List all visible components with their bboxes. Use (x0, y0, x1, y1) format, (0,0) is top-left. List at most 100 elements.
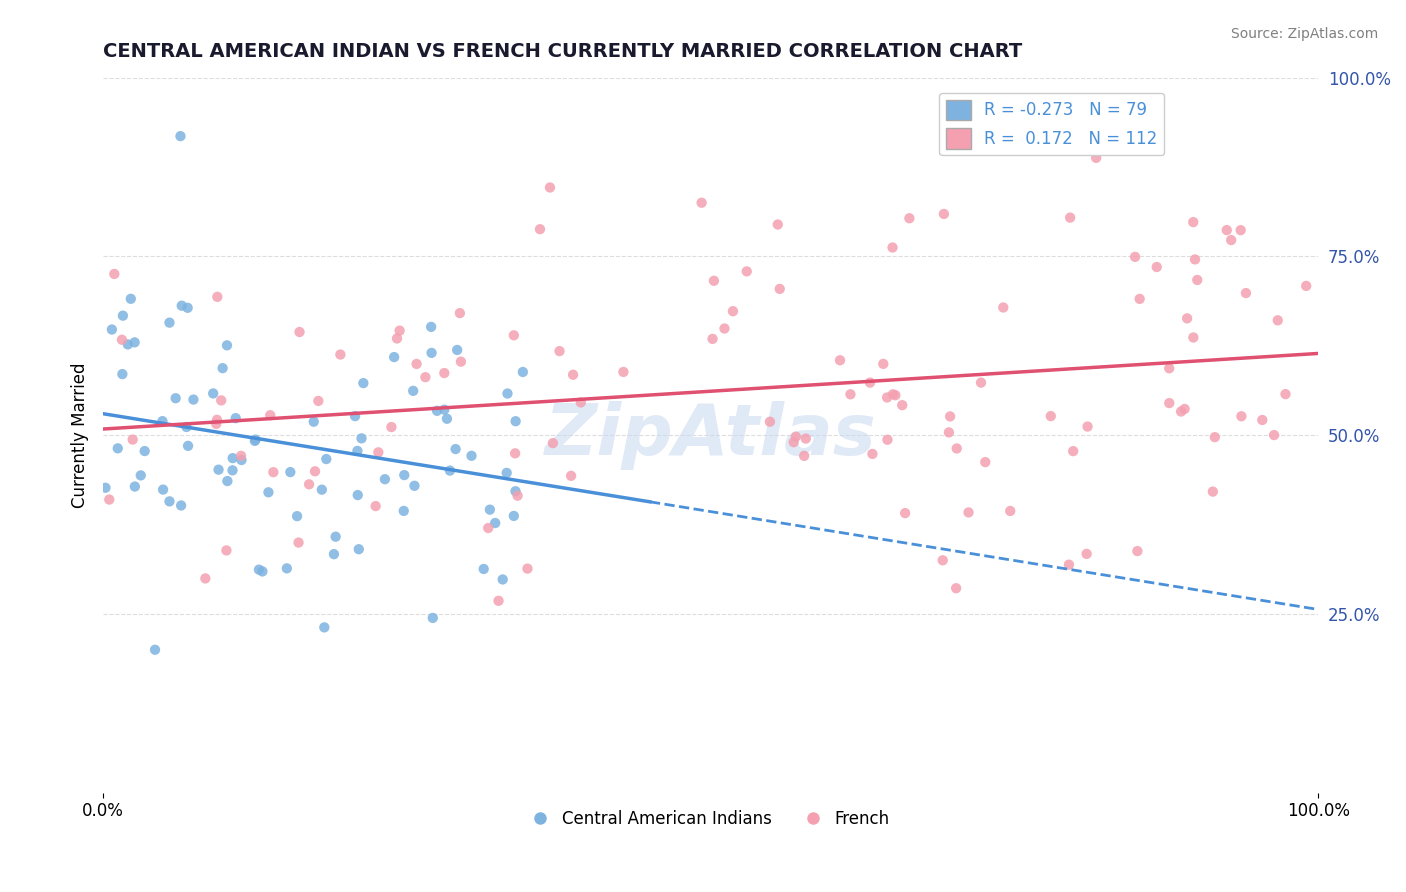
Central American Indians (347, 542, 370, 557)
Central American Indians (243, 434, 266, 448)
French (1062, 444, 1084, 458)
Central American Indians (217, 474, 239, 488)
French (1174, 401, 1197, 416)
French (957, 505, 980, 519)
French (1146, 260, 1168, 274)
French (538, 180, 561, 194)
French (329, 347, 352, 361)
French (488, 594, 510, 608)
French (1202, 484, 1225, 499)
French (1039, 409, 1062, 423)
French (974, 455, 997, 469)
Text: CENTRAL AMERICAN INDIAN VS FRENCH CURRENTLY MARRIED CORRELATION CHART: CENTRAL AMERICAN INDIAN VS FRENCH CURREN… (103, 42, 1022, 61)
French (1204, 430, 1226, 444)
French (882, 240, 904, 254)
Central American Indians (346, 488, 368, 502)
French (207, 290, 229, 304)
French (307, 393, 329, 408)
Central American Indians (350, 431, 373, 445)
Central American Indians (143, 642, 166, 657)
French (433, 366, 456, 380)
Central American Indians (502, 508, 524, 523)
Central American Indians (444, 442, 467, 456)
Central American Indians (159, 316, 181, 330)
French (209, 393, 232, 408)
French (785, 430, 807, 444)
French (876, 433, 898, 447)
French (612, 365, 634, 379)
French (405, 357, 427, 371)
French (1229, 223, 1251, 237)
French (385, 331, 408, 345)
Legend: Central American Indians, French: Central American Indians, French (524, 803, 897, 834)
Central American Indians (325, 530, 347, 544)
Central American Indians (472, 562, 495, 576)
French (884, 388, 907, 402)
French (1220, 233, 1243, 247)
Central American Indians (225, 411, 247, 425)
French (548, 344, 571, 359)
French (872, 357, 894, 371)
French (931, 553, 953, 567)
Central American Indians (446, 343, 468, 357)
French (702, 332, 724, 346)
French (945, 581, 967, 595)
French (898, 211, 921, 226)
Central American Indians (129, 468, 152, 483)
Central American Indians (170, 299, 193, 313)
French (894, 506, 917, 520)
French (1267, 313, 1289, 327)
French (1251, 413, 1274, 427)
French (862, 447, 884, 461)
Central American Indians (346, 443, 368, 458)
Central American Indians (460, 449, 482, 463)
French (506, 489, 529, 503)
French (388, 324, 411, 338)
French (1170, 404, 1192, 418)
Central American Indians (252, 565, 274, 579)
Central American Indians (276, 561, 298, 575)
French (1059, 211, 1081, 225)
French (304, 464, 326, 478)
Central American Indians (120, 292, 142, 306)
French (1085, 151, 1108, 165)
French (735, 264, 758, 278)
French (516, 561, 538, 575)
Central American Indians (512, 365, 534, 379)
Central American Indians (221, 451, 243, 466)
French (769, 282, 792, 296)
Central American Indians (302, 415, 325, 429)
Central American Indians (484, 516, 506, 530)
French (713, 321, 735, 335)
French (562, 368, 585, 382)
French (828, 353, 851, 368)
Central American Indians (202, 386, 225, 401)
Central American Indians (426, 404, 449, 418)
Central American Indians (495, 466, 517, 480)
Central American Indians (152, 483, 174, 497)
Central American Indians (392, 504, 415, 518)
Central American Indians (420, 346, 443, 360)
Central American Indians (124, 479, 146, 493)
Central American Indians (257, 485, 280, 500)
Central American Indians (101, 322, 124, 336)
Central American Indians (436, 411, 458, 425)
French (783, 435, 806, 450)
French (945, 442, 967, 456)
Central American Indians (439, 464, 461, 478)
French (569, 395, 592, 409)
Central American Indians (207, 463, 229, 477)
Central American Indians (245, 433, 267, 447)
French (298, 477, 321, 491)
French (560, 468, 582, 483)
French (415, 370, 437, 384)
French (229, 449, 252, 463)
French (1076, 547, 1098, 561)
Central American Indians (176, 420, 198, 434)
French (529, 222, 551, 236)
French (503, 446, 526, 460)
Central American Indians (177, 439, 200, 453)
French (1175, 311, 1198, 326)
French (1126, 544, 1149, 558)
French (541, 436, 564, 450)
